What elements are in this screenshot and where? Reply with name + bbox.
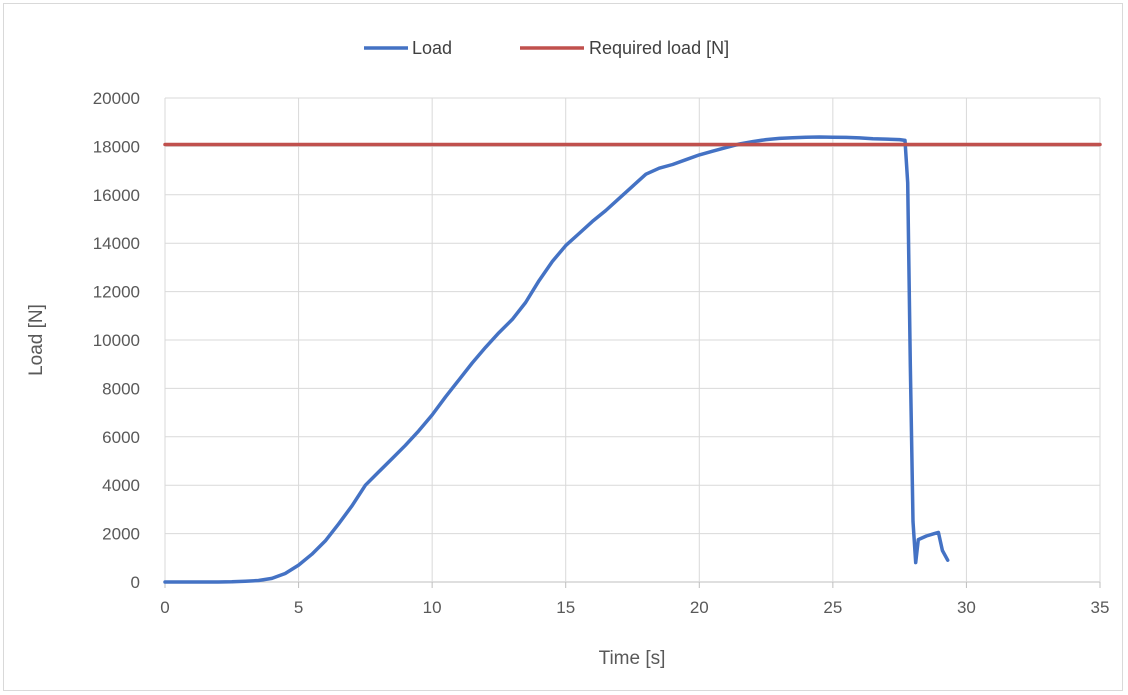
y-tick-label: 20000 <box>93 89 140 108</box>
chart-area <box>3 3 1123 691</box>
y-tick-label: 2000 <box>102 525 140 544</box>
legend-label-load: Load <box>412 38 452 58</box>
x-tick-label: 35 <box>1091 598 1110 617</box>
y-tick-label: 10000 <box>93 331 140 350</box>
legend: Load Required load [N] <box>364 38 729 58</box>
tick-labels: 0 2000 4000 6000 8000 10000 12000 14000 16000 180… <box>93 89 1110 617</box>
x-tick-label: 30 <box>957 598 976 617</box>
x-tick-label: 10 <box>423 598 442 617</box>
x-tick-label: 0 <box>160 598 169 617</box>
x-tick-label: 15 <box>556 598 575 617</box>
y-tick-label: 16000 <box>93 186 140 205</box>
gridlines <box>164 97 1101 588</box>
legend-label-required-load: Required load [N] <box>589 38 729 58</box>
y-tick-label: 14000 <box>93 234 140 253</box>
y-tick-label: 18000 <box>93 137 140 156</box>
x-axis-title: Time [s] <box>599 648 666 669</box>
x-tick-label: 5 <box>294 598 303 617</box>
legend-item-load: Load <box>364 38 452 58</box>
legend-item-required-load: Required load [N] <box>520 38 729 58</box>
series-layer <box>163 135 1102 584</box>
y-axis-title: Load [N] <box>26 304 47 376</box>
y-tick-label: 0 <box>131 573 140 592</box>
x-tick-label: 25 <box>823 598 842 617</box>
y-tick-label: 8000 <box>102 379 140 398</box>
y-tick-label: 12000 <box>93 283 140 302</box>
y-tick-label: 4000 <box>102 476 140 495</box>
y-tick-label: 6000 <box>102 428 140 447</box>
series-line-load <box>163 135 950 584</box>
x-tick-label: 20 <box>690 598 709 617</box>
